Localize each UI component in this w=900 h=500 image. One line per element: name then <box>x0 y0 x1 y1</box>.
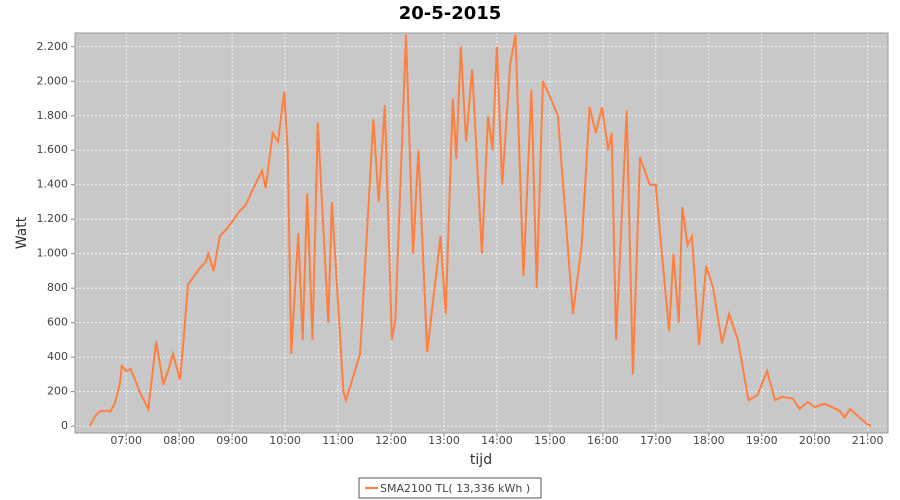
y-tick-label: 1.600 <box>37 143 69 156</box>
series-line <box>89 34 872 427</box>
y-tick-label: 800 <box>47 281 68 294</box>
y-tick-label: 1.800 <box>37 109 69 122</box>
legend-label: SMA2100 TL( 13,336 kWh ) <box>380 482 530 495</box>
x-tick-label: 18:00 <box>693 434 725 447</box>
x-tick-label: 11:00 <box>322 434 354 447</box>
x-tick-label: 09:00 <box>216 434 248 447</box>
x-tick-label: 12:00 <box>375 434 407 447</box>
chart-title: 20-5-2015 <box>399 3 502 24</box>
y-tick-label: 0 <box>61 419 68 432</box>
x-tick-label: 08:00 <box>163 434 195 447</box>
x-tick-label: 19:00 <box>746 434 778 447</box>
x-tick-label: 07:00 <box>110 434 142 447</box>
y-tick-label: 1.000 <box>37 247 69 260</box>
y-axis-label: Watt <box>14 216 30 249</box>
x-tick-label: 17:00 <box>640 434 672 447</box>
y-tick-label: 2.000 <box>37 74 69 87</box>
y-tick-label: 400 <box>47 350 68 363</box>
x-tick-label: 13:00 <box>428 434 460 447</box>
y-tick-label: 2.200 <box>37 40 69 53</box>
x-tick-label: 16:00 <box>587 434 619 447</box>
y-tick-label: 1.200 <box>37 212 69 225</box>
x-tick-label: 15:00 <box>534 434 566 447</box>
x-tick-label: 20:00 <box>799 434 831 447</box>
legend-box <box>358 477 542 499</box>
x-tick-label: 14:00 <box>481 434 513 447</box>
y-tick-label: 600 <box>47 316 68 329</box>
plot-border <box>74 32 889 434</box>
y-tick-label: 1.400 <box>37 178 69 191</box>
x-axis-label: tijd <box>470 452 492 468</box>
x-tick-label: 10:00 <box>269 434 301 447</box>
y-tick-label: 200 <box>47 385 68 398</box>
x-tick-label: 21:00 <box>852 434 884 447</box>
